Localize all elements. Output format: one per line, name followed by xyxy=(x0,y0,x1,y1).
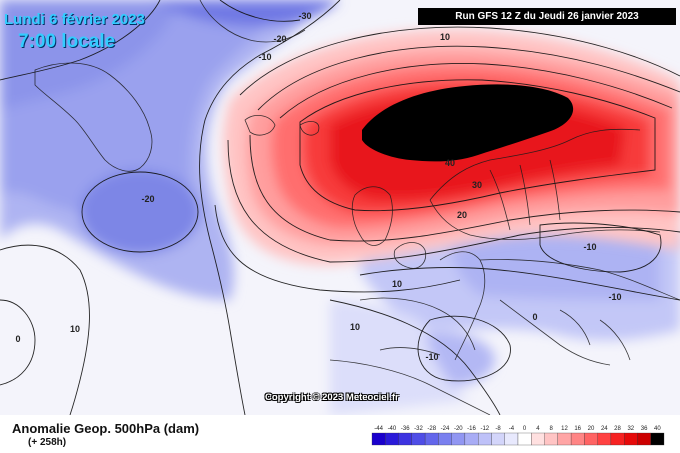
anomaly-core xyxy=(362,84,574,162)
legend-tick-label: 0 xyxy=(523,426,527,432)
contour-label: -10 xyxy=(425,352,438,362)
legend-swatch xyxy=(584,432,598,446)
legend-swatch xyxy=(517,432,532,446)
legend-tick-label: -8 xyxy=(495,426,501,432)
legend-swatch xyxy=(597,432,612,446)
contour-label: 0 xyxy=(532,312,537,322)
contour-label: -20 xyxy=(273,34,286,44)
contour-label: 20 xyxy=(457,210,467,220)
legend-tick-label: 20 xyxy=(588,426,595,432)
legend-swatch xyxy=(385,432,399,446)
legend-tick-label: -12 xyxy=(480,426,489,432)
legend-swatch xyxy=(531,432,545,446)
legend-tick-label: -44 xyxy=(374,426,383,432)
legend-tick-label: -28 xyxy=(427,426,436,432)
legend-swatch xyxy=(371,432,386,446)
contour-label: -10 xyxy=(583,242,596,252)
legend-swatch xyxy=(624,432,638,446)
legend-swatch xyxy=(464,432,479,446)
anomaly-map: -30 -20 -10 10 10 0 -20 -10 10 40 30 20 … xyxy=(0,0,680,415)
legend-swatch xyxy=(504,432,519,446)
contour-label: -20 xyxy=(141,194,154,204)
legend-swatch xyxy=(424,432,439,446)
model-run-info: Run GFS 12 Z du Jeudi 26 janvier 2023 xyxy=(418,8,676,25)
legend-tick-label: -24 xyxy=(441,426,450,432)
legend-tick-label: 16 xyxy=(574,426,581,432)
legend-tick-label: -16 xyxy=(467,426,476,432)
legend-swatch xyxy=(491,432,505,446)
copyright-text: Copyright © 2023 Meteociel.fr xyxy=(265,392,399,403)
color-scale-legend: -44 -40 -36 -32 -28 -24 -20 -16 -12 -8 -4 0 4 8 12 16 20… xyxy=(371,426,665,446)
legend-swatch xyxy=(570,432,585,446)
contour-label: 10 xyxy=(350,322,360,332)
legend-tick-label: 32 xyxy=(627,426,634,432)
contour-lines xyxy=(0,0,680,415)
contour-labels: -30 -20 -10 10 10 0 -20 -10 10 40 30 20 … xyxy=(15,11,621,362)
legend-tick-label: 24 xyxy=(601,426,608,432)
map-title: Anomalie Geop. 500hPa (dam) xyxy=(12,421,200,436)
legend-tick-label: -40 xyxy=(388,426,397,432)
legend-tick-label: 12 xyxy=(561,426,568,432)
contour-label: 10 xyxy=(392,279,402,289)
legend-tick-label: 40 xyxy=(654,426,661,432)
legend-tick-label: 4 xyxy=(536,426,540,432)
contour-label: 10 xyxy=(70,324,80,334)
legend-swatch xyxy=(557,432,572,446)
forecast-time: 7:00 locale xyxy=(18,31,116,52)
legend-swatch xyxy=(610,432,625,446)
legend-swatch xyxy=(411,432,426,446)
legend-tick-label: -36 xyxy=(401,426,410,432)
contour-label: 10 xyxy=(440,32,450,42)
legend-tick-label: -32 xyxy=(414,426,423,432)
legend-tick-label: 28 xyxy=(614,426,621,432)
contour-label: 0 xyxy=(15,334,20,344)
legend-tick-label: -4 xyxy=(509,426,515,432)
legend-tick-label: 36 xyxy=(641,426,648,432)
legend-swatch xyxy=(398,432,412,446)
contour-label: 40 xyxy=(445,158,455,168)
legend-swatch xyxy=(478,432,492,446)
forecast-lead-time: (+ 258h) xyxy=(28,437,67,448)
contour-label: -10 xyxy=(258,52,271,62)
legend-swatch xyxy=(438,432,452,446)
legend-swatch xyxy=(544,432,558,446)
forecast-date: Lundi 6 février 2023 xyxy=(4,11,145,28)
contour-label: 30 xyxy=(472,180,482,190)
contour-label: -30 xyxy=(298,11,311,21)
legend-tick-label: 8 xyxy=(550,426,554,432)
legend-tick-label: -20 xyxy=(454,426,463,432)
contour-label: -10 xyxy=(608,292,621,302)
coastlines xyxy=(34,0,680,415)
legend-swatch xyxy=(451,432,466,446)
legend-swatch xyxy=(637,432,651,446)
legend-swatch xyxy=(650,432,665,446)
